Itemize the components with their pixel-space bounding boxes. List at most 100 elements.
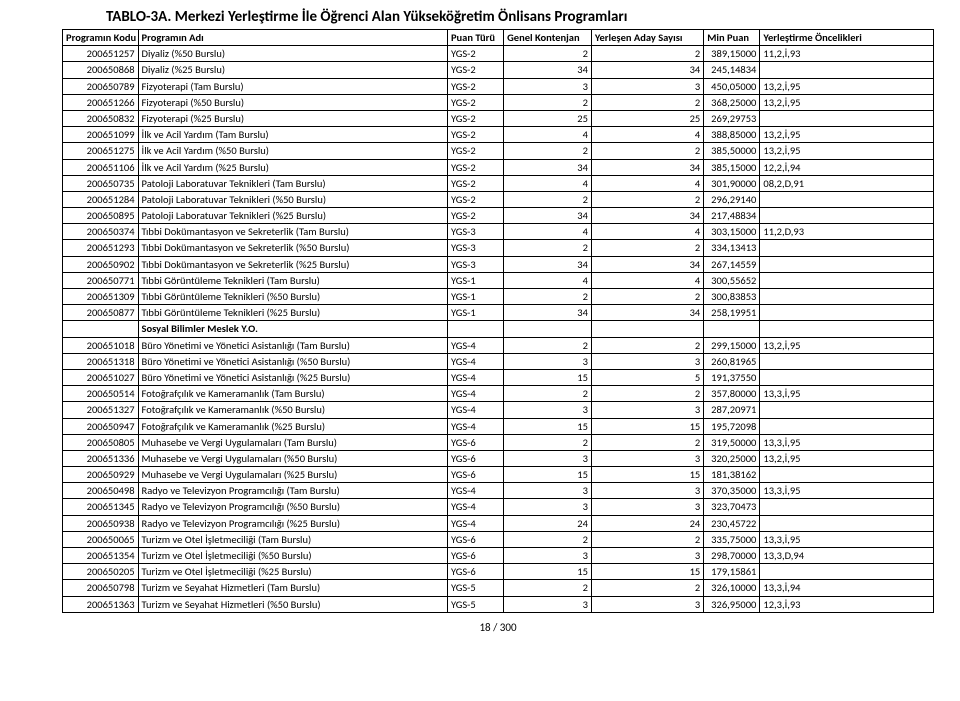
cell-kod: 200650205 [63,564,139,580]
cell-ya: 4 [591,175,703,191]
cell-ad: Turizm ve Seyahat Hizmetleri (%50 Burslu… [138,596,447,612]
cell-onc [760,240,934,256]
cell-kod: 200651309 [63,289,139,305]
table-row: 200651284Patoloji Laboratuvar Teknikleri… [63,191,934,207]
cell-gk: 25 [504,110,592,126]
table-row: 200651106İlk ve Acil Yardım (%25 Burslu)… [63,159,934,175]
cell-min: 230,45722 [704,515,760,531]
table-row: 200650205Turizm ve Otel İşletmeciliği (%… [63,564,934,580]
table-row: 200651363Turizm ve Seyahat Hizmetleri (%… [63,596,934,612]
cell-puan: YGS-5 [447,596,503,612]
cell-min: 370,35000 [704,483,760,499]
cell-min: 191,37550 [704,369,760,385]
cell-ad: Turizm ve Otel İşletmeciliği (%50 Burslu… [138,548,447,564]
cell-puan: YGS-4 [447,515,503,531]
cell-ad: Fizyoterapi (Tam Burslu) [138,78,447,94]
cell-puan: YGS-2 [447,191,503,207]
cell-onc: 13,3,İ,94 [760,580,934,596]
cell-min: 299,15000 [704,337,760,353]
table-header-row: Programın Kodu Programın Adı Puan Türü G… [63,30,934,46]
cell-onc: 08,2,D,91 [760,175,934,191]
cell-kod: 200650895 [63,208,139,224]
cell-ya: 2 [591,191,703,207]
cell-min: 334,13413 [704,240,760,256]
table-row: 200650065Turizm ve Otel İşletmeciliği (T… [63,531,934,547]
cell-min: 335,75000 [704,531,760,547]
cell-ad: Radyo ve Televizyon Programcılığı (%25 B… [138,515,447,531]
cell-gk: 34 [504,62,592,78]
table-row: 200650498Radyo ve Televizyon Programcılı… [63,483,934,499]
page-footer: 18 / 300 [62,613,934,634]
cell-puan: YGS-4 [447,386,503,402]
cell-ya: 34 [591,305,703,321]
cell-gk: 3 [504,596,592,612]
cell-kod: 200650789 [63,78,139,94]
cell-gk: 2 [504,289,592,305]
table-row: 200651318Büro Yönetimi ve Yönetici Asist… [63,353,934,369]
cell-kod: 200650902 [63,256,139,272]
cell-ad: Radyo ve Televizyon Programcılığı (Tam B… [138,483,447,499]
cell-ad: İlk ve Acil Yardım (%25 Burslu) [138,159,447,175]
cell-kod: 200651266 [63,94,139,110]
cell-kod: 200651327 [63,402,139,418]
cell-kod: 200650498 [63,483,139,499]
cell-kod [63,321,139,337]
cell-min: 368,25000 [704,94,760,110]
cell-onc [760,272,934,288]
table-row: 200650868Diyaliz (%25 Burslu)YGS-2343424… [63,62,934,78]
table-row: 200651266Fizyoterapi (%50 Burslu)YGS-222… [63,94,934,110]
cell-onc: 13,2,İ,95 [760,143,934,159]
cell-min: 301,90000 [704,175,760,191]
table-row: 200651018Büro Yönetimi ve Yönetici Asist… [63,337,934,353]
cell-ya: 2 [591,46,703,62]
cell-onc: 13,2,İ,95 [760,337,934,353]
cell-ad: Tıbbi Görüntüleme Teknikleri (Tam Burslu… [138,272,447,288]
cell-puan: YGS-2 [447,62,503,78]
cell-ad: Turizm ve Seyahat Hizmetleri (Tam Burslu… [138,580,447,596]
table-row: 200650947Fotoğrafçılık ve Kameramanlık (… [63,418,934,434]
cell-onc [760,208,934,224]
cell-gk: 2 [504,580,592,596]
cell-ya: 5 [591,369,703,385]
page: TABLO-3A. Merkezi Yerleştirme İle Öğrenc… [0,0,960,648]
cell-kod: 200650514 [63,386,139,402]
cell-puan: YGS-4 [447,402,503,418]
cell-gk: 34 [504,208,592,224]
cell-gk: 2 [504,191,592,207]
cell-kod: 200650065 [63,531,139,547]
cell-onc: 13,3,D,94 [760,548,934,564]
cell-onc [760,256,934,272]
cell-ya: 15 [591,467,703,483]
cell-min: 303,15000 [704,224,760,240]
cell-ya: 2 [591,337,703,353]
cell-min: 296,29140 [704,191,760,207]
table-row: 200650929Muhasebe ve Vergi Uygulamaları … [63,467,934,483]
cell-puan: YGS-1 [447,289,503,305]
cell-ya: 2 [591,289,703,305]
cell-ad: Büro Yönetimi ve Yönetici Asistanlığı (%… [138,369,447,385]
cell-min: 298,70000 [704,548,760,564]
cell-ya: 2 [591,240,703,256]
table-row: 200651293Tıbbi Dokümantasyon ve Sekreter… [63,240,934,256]
cell-gk: 4 [504,224,592,240]
cell-gk: 24 [504,515,592,531]
table-row: 200651275İlk ve Acil Yardım (%50 Burslu)… [63,143,934,159]
cell-ya: 3 [591,353,703,369]
cell-ad: Tıbbi Görüntüleme Teknikleri (%50 Burslu… [138,289,447,305]
table-row: 200651354Turizm ve Otel İşletmeciliği (%… [63,548,934,564]
cell-kod: 200650735 [63,175,139,191]
cell-ya: 34 [591,208,703,224]
cell-gk: 34 [504,159,592,175]
cell-ad: Tıbbi Dokümantasyon ve Sekreterlik (%25 … [138,256,447,272]
col-kod: Programın Kodu [63,30,139,46]
cell-puan: YGS-2 [447,143,503,159]
cell-ad: İlk ve Acil Yardım (Tam Burslu) [138,127,447,143]
col-ad: Programın Adı [138,30,447,46]
cell-min: 320,25000 [704,450,760,466]
cell-onc [760,467,934,483]
cell-min: 260,81965 [704,353,760,369]
cell-onc [760,564,934,580]
cell-min [704,321,760,337]
cell-puan: YGS-2 [447,208,503,224]
cell-gk: 2 [504,143,592,159]
